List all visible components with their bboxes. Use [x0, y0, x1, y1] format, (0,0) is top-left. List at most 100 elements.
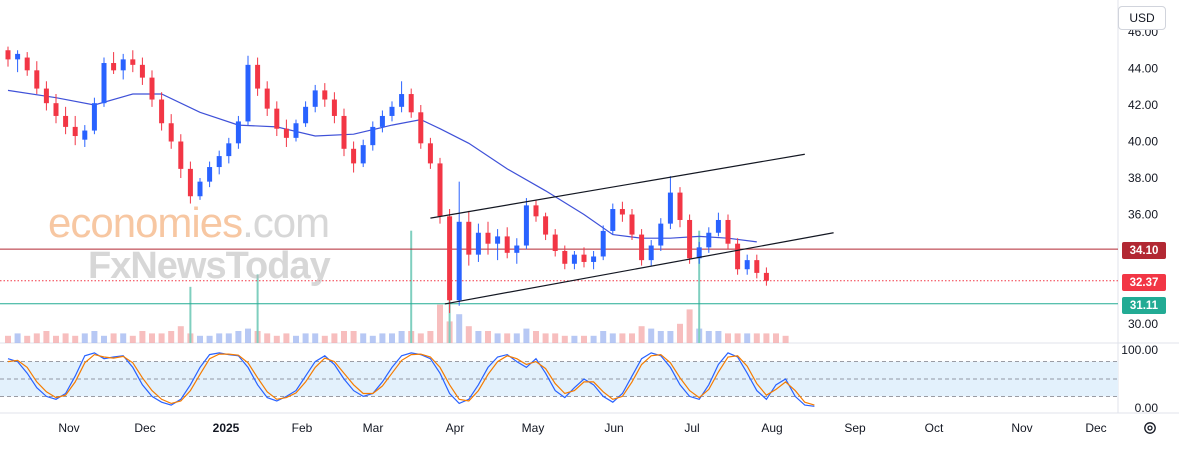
candle-body [658, 223, 664, 246]
volume-bar [734, 333, 741, 343]
candle-body [293, 123, 299, 138]
volume-bar [302, 333, 309, 343]
candle-body [322, 90, 328, 100]
price-tick-label: 38.00 [1128, 171, 1158, 185]
volume-bar [542, 333, 549, 343]
candle-body [91, 103, 97, 131]
volume-bar [638, 326, 645, 343]
time-tick-label: Mar [363, 421, 384, 435]
volume-bar [341, 331, 347, 343]
volume-bar [53, 335, 59, 343]
volume-bar [24, 335, 31, 343]
candlesticks [5, 46, 769, 314]
volume-bar [427, 331, 434, 343]
volume-bar [216, 333, 223, 343]
volume-bar [72, 335, 79, 343]
price-tick-label: 36.00 [1128, 208, 1158, 222]
time-tick-label: Nov [58, 421, 79, 435]
volume-bar [129, 335, 136, 343]
candle-body [149, 77, 155, 100]
volume-bar [677, 323, 683, 343]
volume-bar [398, 331, 405, 343]
candle-body [216, 156, 222, 168]
volume-bar [110, 333, 117, 343]
time-tick-label: Oct [925, 421, 944, 435]
volume-bar [437, 304, 443, 343]
volume-bar [5, 335, 11, 343]
candle-body [591, 256, 597, 262]
candle-body [562, 251, 568, 264]
candle-body [5, 50, 11, 60]
currency-selector[interactable]: USD [1118, 6, 1166, 30]
stochastic-panel [0, 352, 1118, 407]
candle-body [389, 106, 395, 116]
candle-body [235, 121, 241, 144]
stochastic-d-line [7, 353, 815, 406]
candle-body [331, 99, 337, 116]
volume-bar [782, 335, 789, 343]
candle-body [370, 126, 376, 146]
volume-bar [264, 333, 271, 343]
candle-body [82, 130, 88, 140]
time-tick-label: Jul [684, 421, 699, 435]
volume-bar [206, 335, 213, 343]
candle-body [399, 94, 405, 107]
candle-body [351, 148, 357, 164]
volume-bar [725, 333, 731, 343]
candle-body [379, 115, 385, 127]
settings-gear-icon[interactable] [1140, 418, 1160, 438]
volume-bar [177, 326, 184, 343]
stochastic-k-line [7, 352, 815, 407]
volume-bar [321, 335, 328, 343]
time-tick-label: Jun [604, 421, 623, 435]
volume-bar [62, 333, 69, 343]
time-tick-label: Dec [134, 421, 155, 435]
time-tick-label: May [522, 421, 545, 435]
volume-bars [5, 230, 789, 343]
volume-bar [629, 333, 635, 343]
volume-bar [600, 331, 607, 343]
candle-body [360, 145, 366, 164]
time-tick-label: Apr [446, 421, 465, 435]
candle-body [754, 260, 760, 273]
volume-bar [101, 335, 107, 343]
candle-body [418, 112, 424, 144]
candle-body [408, 94, 414, 113]
stochastic-tick-label: 0.00 [1135, 401, 1159, 415]
volume-spike-bar [256, 274, 259, 343]
time-tick-label: Aug [761, 421, 782, 435]
volume-bar [379, 333, 386, 343]
volume-bar [763, 333, 770, 343]
candle-body [504, 236, 510, 253]
volume-bar [331, 333, 338, 343]
candle-body [255, 64, 261, 89]
candle-body [600, 230, 606, 257]
candle-body [447, 216, 453, 301]
volume-bar [504, 333, 511, 343]
volume-bar [283, 333, 290, 343]
candle-body [619, 209, 625, 215]
candle-body [197, 181, 203, 197]
stochastic-band-fill [0, 361, 1118, 397]
candle-body [34, 70, 40, 89]
candle-body [24, 57, 30, 71]
candle-body [639, 234, 645, 261]
volume-bar [494, 333, 501, 343]
candle-body [744, 260, 750, 270]
volume-bar [667, 331, 674, 343]
volume-bar [571, 335, 578, 343]
grid-layer [0, 0, 1179, 414]
volume-spike-bar [698, 230, 701, 343]
candle-body [735, 243, 741, 270]
volume-bar [417, 333, 424, 343]
volume-bar [350, 331, 357, 343]
volume-bar [686, 309, 693, 343]
candle-body [610, 209, 616, 231]
candle-body [437, 163, 443, 217]
volume-bar [235, 331, 242, 343]
volume-bar [120, 333, 127, 343]
time-tick-label: Dec [1085, 421, 1106, 435]
volume-bar [609, 333, 616, 343]
